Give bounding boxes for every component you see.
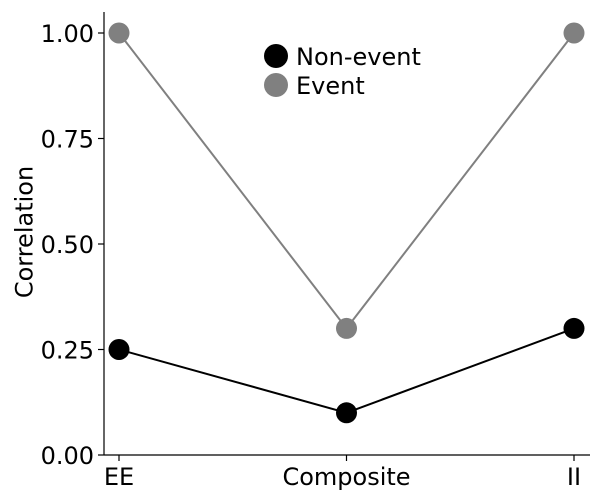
y-tick-label: 0.75 bbox=[41, 126, 94, 154]
series-layer bbox=[108, 22, 585, 424]
y-tick-label: 0.50 bbox=[41, 231, 94, 259]
data-point bbox=[563, 22, 585, 44]
y-axis-title: Correlation bbox=[10, 166, 38, 298]
x-tick-label: II bbox=[567, 463, 581, 491]
y-tick-label: 0.00 bbox=[41, 442, 94, 470]
legend-item: Event bbox=[264, 72, 365, 100]
y-tick-label: 1.00 bbox=[41, 20, 94, 48]
legend-marker bbox=[264, 44, 288, 68]
y-ticks: 0.00 0.25 0.50 0.75 1.00 bbox=[41, 20, 104, 470]
data-point bbox=[563, 317, 585, 339]
y-tick-label: 0.25 bbox=[41, 337, 94, 365]
data-point bbox=[336, 317, 357, 339]
series-event bbox=[108, 22, 585, 339]
legend-item: Non-event bbox=[264, 43, 421, 71]
series-line bbox=[118, 327, 575, 414]
data-point bbox=[336, 402, 357, 424]
legend-label: Non-event bbox=[296, 43, 421, 71]
x-ticks: EE Composite II bbox=[104, 455, 581, 491]
data-point bbox=[108, 22, 130, 44]
x-tick-label: EE bbox=[104, 463, 134, 491]
legend-label: Event bbox=[296, 72, 365, 100]
data-point bbox=[108, 339, 130, 360]
x-tick-label: Composite bbox=[282, 463, 410, 491]
legend-marker bbox=[264, 73, 288, 97]
series-non-event bbox=[108, 317, 585, 424]
